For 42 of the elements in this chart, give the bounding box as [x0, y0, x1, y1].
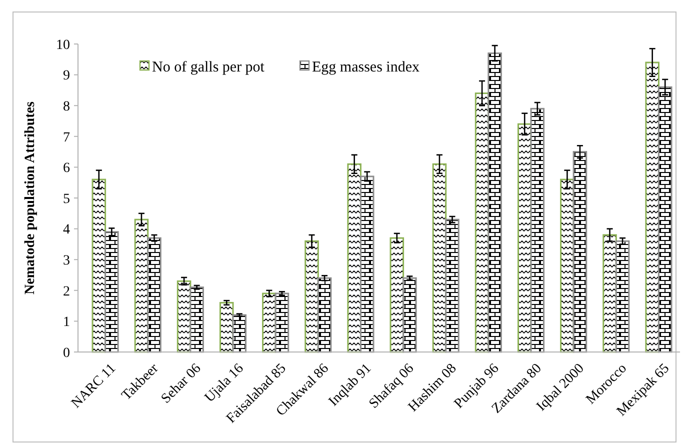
- bar: [602, 234, 617, 353]
- bar: [645, 62, 660, 353]
- y-tick-label: 8: [63, 100, 70, 114]
- y-tick-label: 0: [63, 346, 70, 361]
- bar: [347, 163, 362, 353]
- bar: [530, 108, 545, 353]
- bar: [517, 123, 532, 353]
- y-axis-title: Nematode population Attributes: [23, 101, 38, 294]
- y-tick-label: 5: [63, 192, 70, 207]
- bar: [560, 178, 574, 353]
- bar: [317, 277, 332, 353]
- y-tick-label: 3: [63, 254, 70, 268]
- bar: [262, 292, 276, 353]
- bar: [615, 240, 630, 353]
- bar: [134, 218, 149, 353]
- y-tick-label: 2: [63, 284, 70, 300]
- y-tick-label: 6: [63, 161, 70, 176]
- bar: [474, 92, 490, 353]
- y-tick-label: 1: [63, 315, 70, 330]
- legend-label: No of galls per pot: [152, 59, 266, 76]
- y-tick-label: 10: [56, 38, 70, 53]
- bar: [219, 302, 234, 353]
- bar: [360, 176, 374, 353]
- bar: [432, 163, 447, 353]
- bar: [232, 314, 247, 353]
- bar: [104, 231, 119, 353]
- legend-label: Egg masses index: [312, 59, 420, 76]
- bar: [92, 178, 106, 353]
- y-tick-label: 9: [63, 68, 70, 84]
- bar: [445, 218, 460, 353]
- y-tick-label: 4: [63, 222, 70, 238]
- bar: [274, 292, 290, 353]
- bar: [572, 151, 588, 353]
- bar: [390, 237, 404, 353]
- bar: [402, 277, 417, 353]
- bar: [304, 240, 319, 353]
- bar: [147, 237, 162, 353]
- bar: [658, 86, 672, 353]
- bar: [176, 280, 192, 353]
- bar: [488, 52, 502, 353]
- y-tick-label: 7: [63, 130, 70, 146]
- bar: [190, 286, 204, 353]
